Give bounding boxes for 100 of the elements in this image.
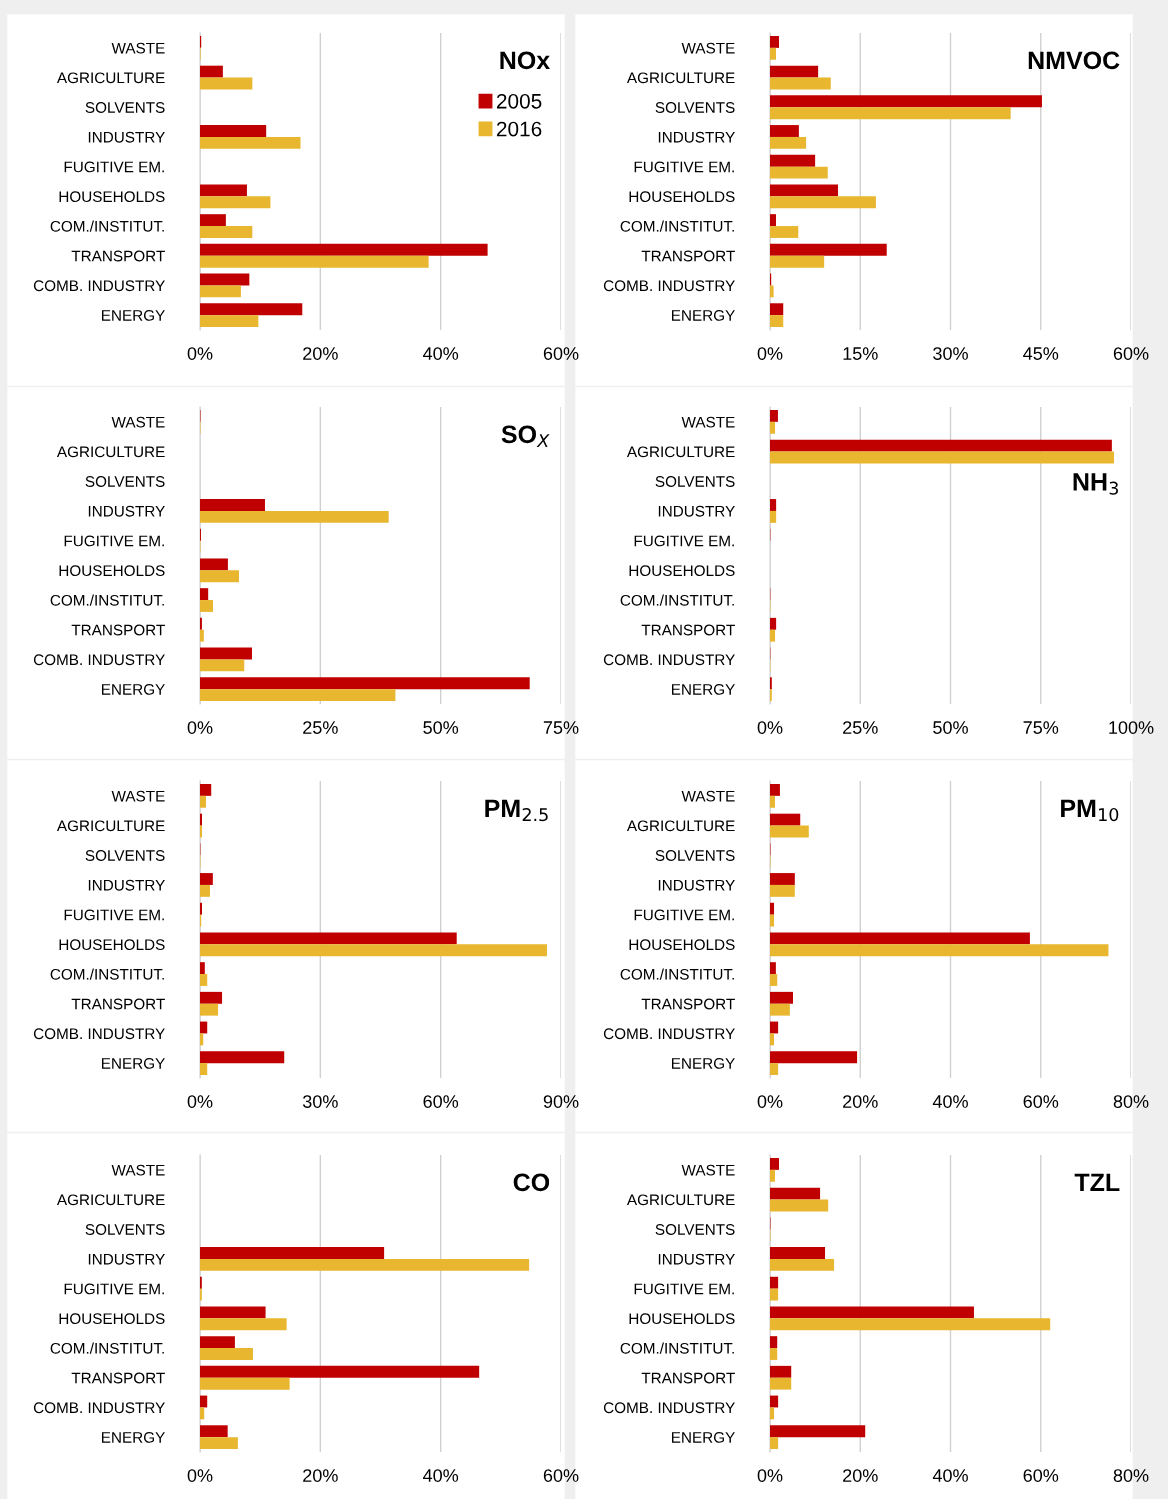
y-tick-label: AGRICULTURE <box>56 72 165 84</box>
x-tick-label: 0% <box>187 1469 213 1482</box>
bar <box>200 600 213 612</box>
bar <box>770 1437 779 1450</box>
x-tick-label: 60% <box>543 347 579 360</box>
y-tick-label: COMB. INDUSTRY <box>603 280 735 292</box>
bar <box>200 255 429 268</box>
bar <box>200 243 488 256</box>
y-tick-label: FUGITIVE EM. <box>634 535 734 547</box>
y-tick-label: WASTE <box>111 1164 165 1176</box>
x-tick-label: 40% <box>423 1469 459 1482</box>
x-tick-label: 40% <box>932 1095 968 1108</box>
y-tick-label: COMB. INDUSTRY <box>603 1028 735 1040</box>
x-tick-label: 75% <box>543 721 579 734</box>
bar <box>770 65 819 78</box>
bar <box>770 991 794 1004</box>
y-tick-label: WASTE <box>111 42 165 54</box>
bar <box>200 226 253 238</box>
bar <box>770 1318 1051 1331</box>
y-tick-label: FUGITIVE EM. <box>634 1283 734 1295</box>
bar <box>770 1306 974 1319</box>
bar <box>200 813 203 826</box>
y-tick-label: INDUSTRY <box>88 1253 165 1265</box>
bar <box>770 1377 792 1390</box>
bar <box>200 588 209 601</box>
bar <box>200 65 223 78</box>
bar <box>200 1348 253 1360</box>
bar <box>770 154 816 167</box>
y-tick-label: SOLVENTS <box>655 1224 735 1235</box>
y-tick-label: INDUSTRY <box>88 131 165 143</box>
text: SO$_{X}$ <box>501 425 550 447</box>
y-tick-label: HOUSEHOLDS <box>59 939 165 951</box>
bar <box>770 1063 779 1076</box>
y-tick-label: ENERGY <box>672 1432 735 1443</box>
y-tick-label: HOUSEHOLDS <box>629 191 735 203</box>
y-tick-label: WASTE <box>111 790 165 802</box>
y-tick-label: ENERGY <box>102 1058 165 1069</box>
x-tick-label: 50% <box>933 721 968 734</box>
y-tick-label: SOLVENTS <box>655 476 735 487</box>
bar <box>200 1318 287 1331</box>
bar <box>770 315 784 328</box>
bar <box>770 451 1115 464</box>
bar <box>770 1348 778 1360</box>
bar <box>770 1288 779 1301</box>
bar <box>200 647 252 660</box>
x-tick-label: 20% <box>303 347 338 360</box>
bar <box>770 107 1011 120</box>
y-tick-label: FUGITIVE EM. <box>64 1283 164 1295</box>
y-tick-label: TRANSPORT <box>641 624 735 636</box>
bar <box>770 914 775 927</box>
bar <box>770 932 1030 945</box>
y-tick-label: WASTE <box>681 1164 735 1176</box>
bar <box>770 1336 778 1349</box>
bar <box>200 125 267 137</box>
x-tick-label: 0% <box>757 347 783 360</box>
bar <box>200 1063 208 1076</box>
y-tick-label: COM./INSTITUT. <box>620 1342 734 1354</box>
y-tick-label: AGRICULTURE <box>56 446 165 458</box>
bar <box>200 558 228 571</box>
x-tick-label: 20% <box>303 1469 338 1482</box>
y-tick-label: TRANSPORT <box>641 1372 735 1384</box>
y-tick-label: HOUSEHOLDS <box>629 565 735 577</box>
bar <box>200 136 301 149</box>
bar <box>200 1395 208 1408</box>
bar <box>770 439 1112 452</box>
x-tick-label: 60% <box>423 1095 459 1108</box>
y-tick-label: AGRICULTURE <box>56 820 165 832</box>
bar <box>770 1395 779 1408</box>
x-tick-label: 45% <box>1023 347 1059 360</box>
x-tick-label: 60% <box>1023 1469 1059 1482</box>
y-tick-label: WASTE <box>111 416 165 428</box>
x-tick-label: 50% <box>423 721 459 734</box>
y-tick-label: WASTE <box>681 42 735 54</box>
y-tick-label: AGRICULTURE <box>56 1194 165 1206</box>
x-tick-label: 75% <box>1023 721 1059 734</box>
legend-label: 2016 <box>496 121 542 137</box>
x-tick-label: 0% <box>187 1095 213 1108</box>
bar <box>770 974 778 986</box>
bar <box>770 1157 780 1170</box>
x-tick-label: 30% <box>302 1095 338 1108</box>
bar <box>770 617 777 630</box>
bar <box>200 795 207 808</box>
y-tick-label: HOUSEHOLDS <box>629 939 735 951</box>
bar <box>770 47 777 60</box>
bar <box>770 962 776 975</box>
x-tick-label: 80% <box>1113 1469 1149 1482</box>
x-tick-label: 40% <box>423 347 459 360</box>
bar <box>200 944 547 957</box>
bar <box>770 884 795 897</box>
x-tick-label: 20% <box>843 1095 878 1108</box>
y-tick-label: COM./INSTITUT. <box>620 968 734 980</box>
y-tick-label: COM./INSTITUT. <box>50 594 164 606</box>
bar <box>770 1021 779 1034</box>
y-tick-label: HOUSEHOLDS <box>59 1313 165 1325</box>
bar <box>200 1365 480 1378</box>
bar <box>200 1336 235 1349</box>
bar <box>770 77 831 90</box>
y-tick-label: HOUSEHOLDS <box>629 1313 735 1325</box>
y-tick-label: TRANSPORT <box>641 998 735 1010</box>
bar <box>770 1003 790 1016</box>
